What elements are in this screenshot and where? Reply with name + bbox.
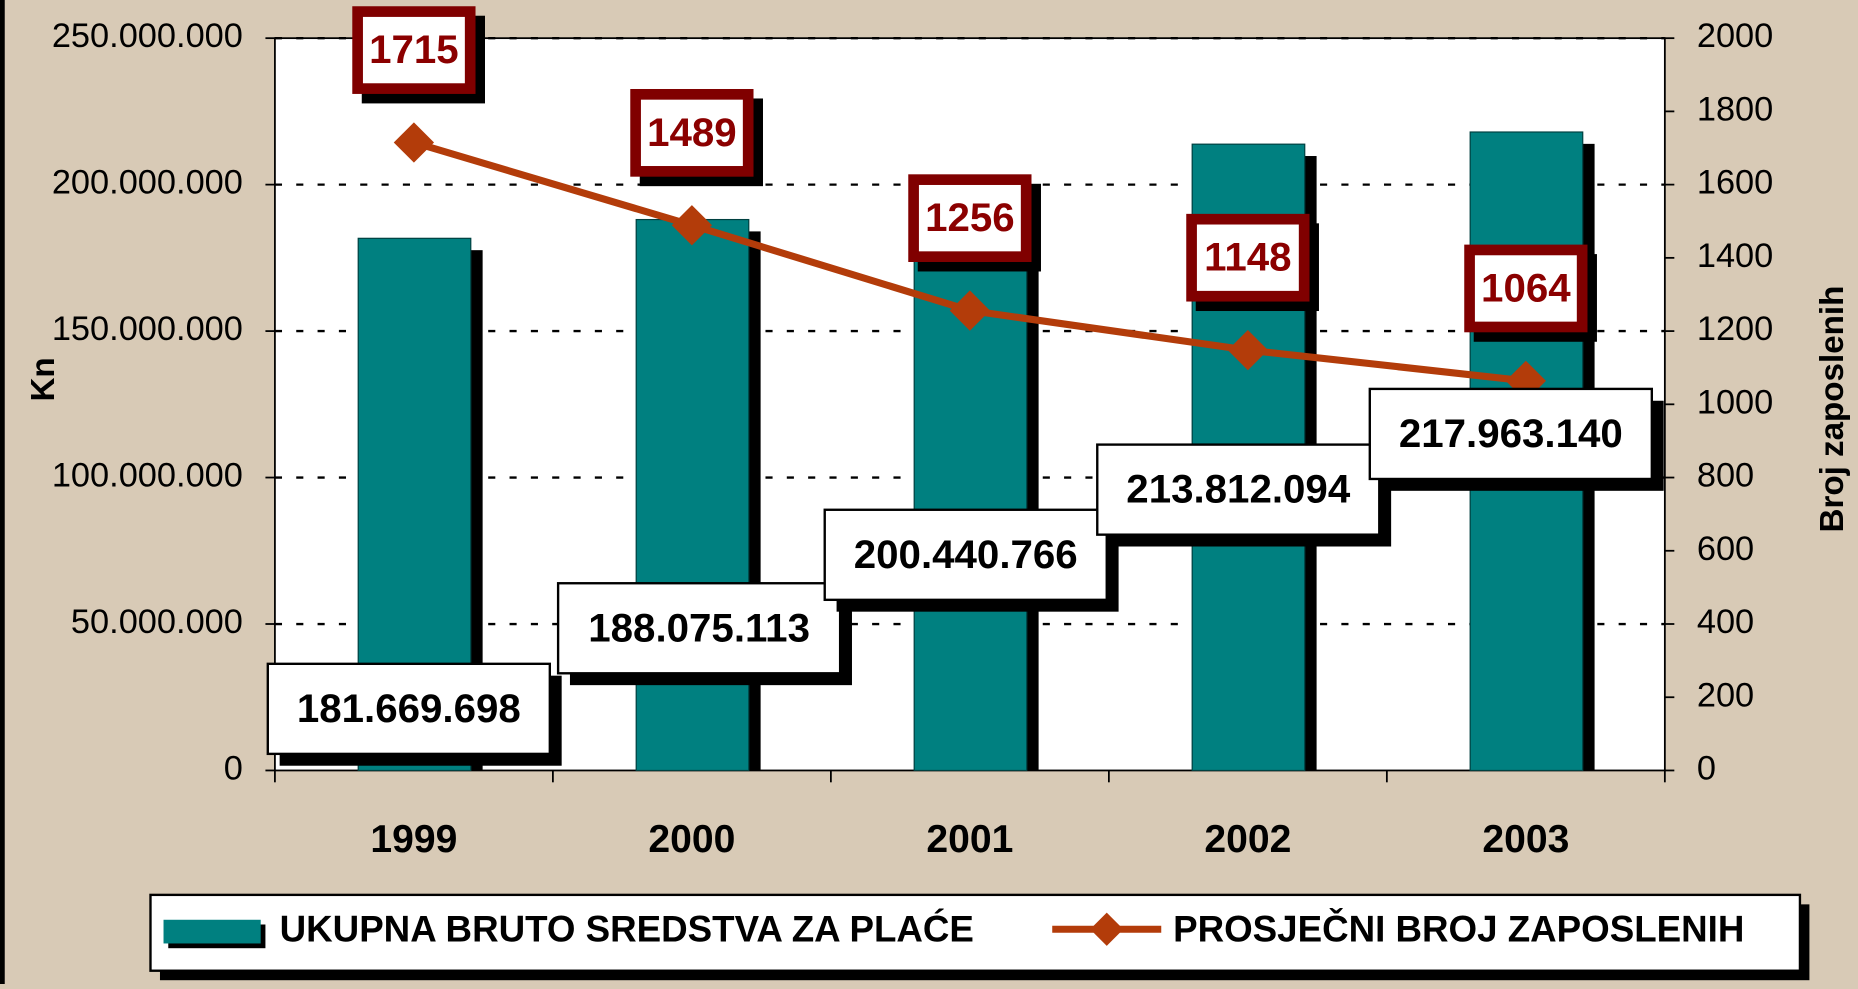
data-label: 217.963.140 — [1399, 411, 1623, 456]
data-label: 181.669.698 — [297, 686, 521, 731]
legend-label: PROSJEČNI BROJ ZAPOSLENIH — [1173, 907, 1744, 949]
line-marker — [393, 122, 435, 163]
line-marker — [949, 290, 991, 331]
legend-label: UKUPNA BRUTO SREDSTVA ZA PLAĆE — [280, 907, 974, 949]
data-label-inner — [918, 184, 1021, 252]
y-axis-title: Kn — [25, 357, 62, 401]
x-tick-label: 1999 — [370, 818, 457, 861]
y-tick-label: 100.000.000 — [52, 457, 243, 495]
y-tick-label: 50.000.000 — [71, 603, 243, 641]
data-label: 1148 — [1204, 235, 1291, 280]
data-label: 213.812.094 — [1126, 467, 1351, 512]
x-tick-label: 2003 — [1482, 818, 1569, 861]
data-label-box — [823, 508, 1108, 602]
x-tick-label: 2000 — [648, 818, 735, 861]
x-tick-label: 2002 — [1204, 818, 1291, 861]
data-label-inner — [1196, 224, 1299, 291]
y2-tick-label: 600 — [1697, 530, 1754, 568]
data-label-inner — [1474, 255, 1577, 322]
y2-tick-label: 400 — [1697, 603, 1754, 641]
bar — [913, 182, 1028, 772]
data-label-inner — [640, 99, 743, 167]
y2-tick-label: 1200 — [1697, 310, 1773, 348]
y-tick-label: 0 — [224, 750, 243, 788]
y2-tick-label: 0 — [1697, 750, 1716, 788]
data-label-box — [266, 662, 552, 756]
data-label-box — [556, 582, 842, 675]
data-label: 1715 — [369, 27, 459, 72]
x-tick-label: 2001 — [926, 818, 1013, 861]
legend-marker — [1090, 912, 1124, 946]
data-label: 1064 — [1481, 265, 1571, 310]
y2-tick-label: 1600 — [1697, 164, 1773, 202]
y2-tick-label: 800 — [1697, 457, 1754, 495]
y2-tick-label: 1400 — [1697, 237, 1773, 275]
legend-swatch — [163, 919, 261, 944]
data-label: 1489 — [647, 110, 737, 155]
y-tick-label: 150.000.000 — [52, 310, 243, 348]
legend — [149, 893, 1802, 972]
data-label: 188.075.113 — [588, 605, 810, 650]
data-label-box — [1096, 443, 1381, 536]
y2-tick-label: 200 — [1697, 676, 1754, 714]
bar — [635, 218, 750, 772]
data-label: 1256 — [925, 195, 1015, 240]
y2-tick-label: 1000 — [1697, 383, 1773, 421]
data-label-box — [1368, 387, 1654, 481]
y2-tick-label: 1800 — [1697, 90, 1773, 128]
line-marker — [671, 205, 713, 246]
y2-tick-label: 2000 — [1697, 17, 1773, 55]
data-label: 200.440.766 — [854, 532, 1078, 577]
data-label-inner — [362, 16, 465, 84]
y-tick-label: 200.000.000 — [52, 164, 243, 202]
y-tick-label: 250.000.000 — [52, 17, 243, 55]
y2-axis-title: Broj zaposlenih — [1814, 286, 1851, 533]
